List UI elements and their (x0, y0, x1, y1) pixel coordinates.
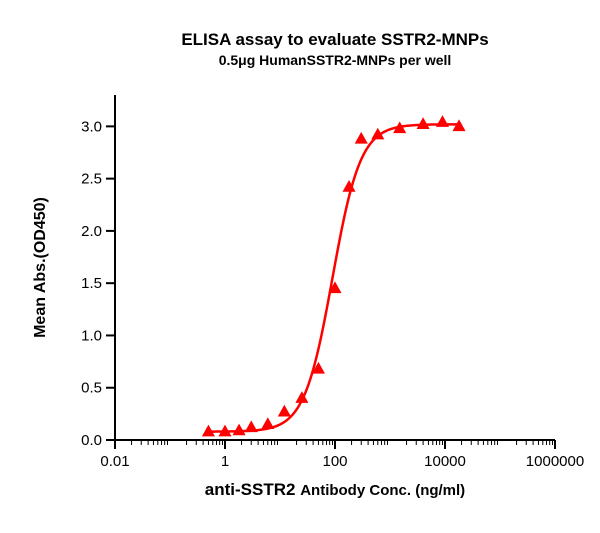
y-tick-label: 1.5 (81, 275, 102, 292)
x-tick-label: 100 (322, 453, 347, 470)
x-axis-label: anti-SSTR2 Antibody Conc. (ng/ml) (205, 480, 465, 499)
x-tick-label: 10000 (424, 453, 466, 470)
chart-svg: 0.01 1 100 10000 1000000 0.0 0.5 1.0 1.5 2.0 2.5 3.… (0, 0, 600, 533)
data-marker (246, 421, 257, 431)
chart-subtitle: 0.5μg HumanSSTR2-MNPs per well (219, 52, 452, 68)
x-tick-label: 0.01 (100, 453, 129, 470)
data-marker (417, 118, 428, 128)
chart-container: 0.01 1 100 10000 1000000 0.0 0.5 1.0 1.5 2.0 2.5 3.… (0, 0, 600, 533)
y-axis-label: Mean Abs.(OD450) (32, 197, 49, 338)
fit-curve (208, 124, 459, 431)
y-tick-label: 1.0 (81, 327, 102, 344)
data-marker (356, 133, 367, 143)
x-tick-label: 1 (221, 453, 229, 470)
data-marker (262, 418, 273, 428)
y-tick-label: 2.5 (81, 171, 102, 188)
x-tick-label: 1000000 (526, 453, 584, 470)
chart-title: ELISA assay to evaluate SSTR2-MNPs (181, 30, 488, 49)
data-marker (233, 425, 244, 435)
y-tick-label: 2.0 (81, 223, 102, 240)
data-marker (437, 116, 448, 126)
y-tick-label: 3.0 (81, 118, 102, 135)
y-tick-label: 0.5 (81, 380, 102, 397)
y-tick-label: 0.0 (81, 432, 102, 449)
data-marker (279, 406, 290, 416)
